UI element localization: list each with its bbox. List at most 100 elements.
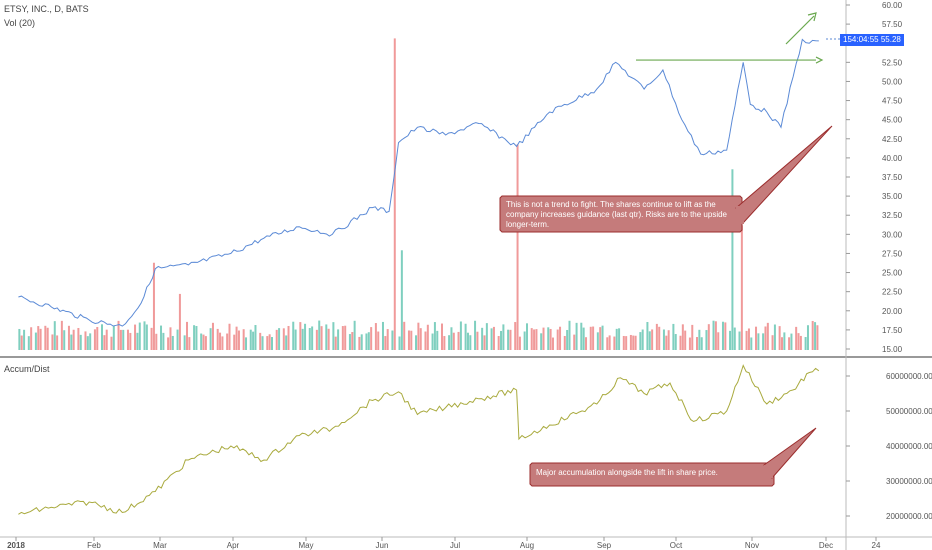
volume-bar	[150, 327, 153, 350]
volume-bar	[599, 327, 602, 350]
volume-bar	[799, 335, 802, 350]
price-callout-pointer	[735, 125, 833, 223]
volume-bar	[573, 334, 576, 350]
volume-bar	[806, 325, 809, 350]
volume-bar	[282, 328, 285, 350]
volume-bar	[721, 321, 724, 350]
volume-bar	[122, 329, 125, 350]
volume-bar	[259, 332, 262, 350]
volume-bar	[188, 337, 191, 350]
ad-tick-label: 60000000.0000	[886, 372, 932, 381]
volume-bar	[86, 336, 89, 350]
volume-bar	[77, 327, 80, 350]
accum-dist-label: Accum/Dist	[4, 364, 50, 374]
volume-bar	[712, 320, 715, 350]
accum-dist-line	[18, 364, 820, 515]
volume-bar	[773, 324, 776, 350]
volume-bar	[167, 337, 170, 350]
price-tick-label: 42.50	[882, 135, 903, 144]
price-tick-label: 15.00	[882, 345, 903, 354]
volume-bar	[443, 336, 446, 350]
volume-bar	[117, 320, 120, 350]
volume-bar	[596, 332, 599, 350]
volume-bar	[530, 328, 533, 350]
volume-bar	[419, 328, 422, 350]
volume-bar	[34, 332, 37, 350]
price-tick-label: 25.00	[882, 269, 903, 278]
volume-bar	[101, 324, 103, 350]
volume-bar	[535, 329, 538, 350]
volume-bar	[292, 321, 295, 350]
price-pane	[18, 38, 819, 327]
volume-bar	[268, 334, 271, 350]
volume-bar	[514, 322, 517, 350]
volume-bar	[37, 326, 40, 350]
volume-bar	[27, 336, 30, 350]
volume-bar	[93, 329, 96, 350]
volume-bar	[126, 329, 129, 350]
volume-bar	[667, 330, 670, 350]
volume-bar	[377, 331, 380, 350]
volume-bar	[788, 337, 791, 350]
volume-bar	[485, 323, 488, 350]
volume-bar	[327, 328, 330, 350]
volume-bar	[176, 329, 179, 350]
volume-bar	[714, 321, 717, 350]
volume-bar	[672, 323, 675, 350]
date-tick-label: Sep	[597, 541, 612, 550]
volume-bar	[112, 325, 115, 350]
volume-bar	[178, 293, 181, 350]
volume-bar	[778, 326, 781, 350]
price-axis[interactable]: 15.00 17.50 20.00 22.50 25.00 27.50 30.00 32.50…	[846, 1, 903, 354]
volume-bar	[665, 335, 668, 350]
price-tick-label: 35.00	[882, 192, 903, 201]
date-axis[interactable]: 2018 Feb Mar Apr May Jun Jul Aug Sep Oct Nov Dec 24	[7, 537, 881, 550]
volume-bar	[766, 322, 769, 350]
last-price-value: 55.28	[880, 35, 901, 44]
volume-bar	[70, 334, 73, 350]
volume-bar	[814, 322, 817, 350]
volume-bar	[606, 337, 609, 350]
volume-bar	[507, 329, 510, 350]
volume-bar	[143, 321, 146, 350]
price-line	[18, 38, 819, 327]
price-tick-label: 45.00	[882, 116, 903, 125]
date-tick-label: 24	[872, 541, 881, 550]
volume-bar	[304, 323, 307, 350]
volume-bar	[105, 329, 108, 350]
volume-bar	[490, 328, 493, 350]
volume-bar	[204, 336, 207, 350]
volume-bar	[705, 330, 708, 350]
volume-bar	[700, 337, 703, 350]
accum-callout-join	[764, 465, 773, 478]
volume-bar	[39, 328, 42, 350]
volume-bar	[651, 329, 654, 350]
volume-bar	[582, 327, 585, 350]
volume-bar	[134, 324, 137, 350]
volume-bar	[483, 335, 486, 350]
accum-dist-axis[interactable]: 20000000.0000 30000000.0000 40000000.0000 5…	[846, 372, 932, 521]
volume-bar	[299, 322, 302, 350]
volume-bar	[724, 322, 727, 350]
volume-bar	[622, 335, 625, 350]
volume-bar	[750, 337, 753, 350]
ad-tick-label: 40000000.0000	[886, 442, 932, 451]
volume-bar	[398, 336, 401, 350]
volume-bar	[757, 333, 760, 350]
volume-bar	[193, 325, 196, 350]
volume-bar	[235, 326, 238, 350]
volume-bar	[592, 326, 595, 350]
volume-bar	[459, 321, 462, 350]
volume-bar	[67, 325, 70, 350]
volume-bar	[145, 324, 148, 350]
volume-bar	[393, 38, 396, 351]
price-tick-label: 27.50	[882, 249, 903, 258]
volume-bar	[646, 321, 649, 350]
volume-bar	[509, 329, 512, 350]
volume-bar	[547, 327, 550, 350]
volume-bar	[209, 328, 212, 350]
volume-bar	[474, 320, 477, 350]
resistance-arrow-head	[815, 56, 824, 64]
volume-bar	[79, 334, 82, 350]
